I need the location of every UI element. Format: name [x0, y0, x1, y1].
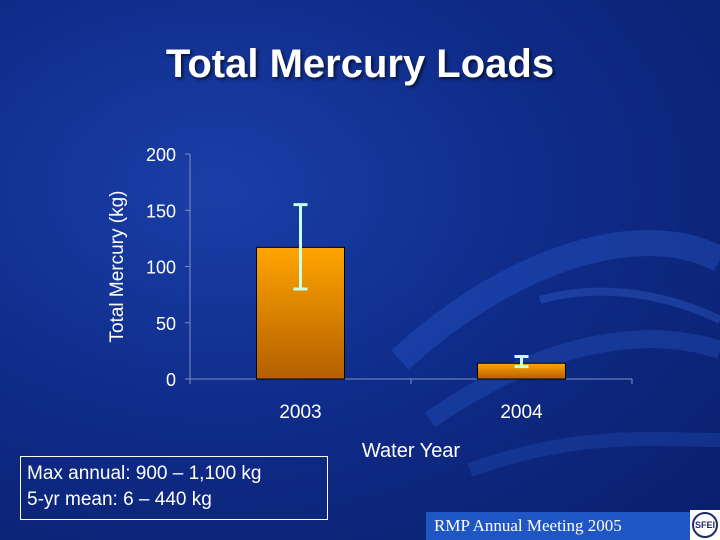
x-axis-title: Water Year [362, 440, 461, 462]
logo-text: SFEI [695, 520, 715, 530]
note-box: Max annual: 900 – 1,100 kg 5-yr mean: 6 … [20, 456, 328, 520]
sfei-logo-icon: SFEI [690, 510, 720, 540]
y-tick-label: 100 [146, 258, 176, 278]
x-tick-label-2004: 2004 [500, 402, 543, 423]
y-tick-label: 50 [156, 314, 176, 334]
x-tick-label-2003: 2003 [279, 402, 321, 423]
footer-meeting-banner: RMP Annual Meeting 2005 [426, 512, 690, 540]
y-axis-title: Total Mercury (kg) [107, 190, 128, 342]
note-5yr-mean: 5-yr mean: 6 – 440 kg [27, 489, 212, 510]
slide-title: Total Mercury Loads [165, 42, 555, 86]
y-tick-label: 150 [146, 201, 176, 221]
y-tick-label: 200 [146, 145, 176, 165]
note-max-annual: Max annual: 900 – 1,100 kg [27, 463, 262, 484]
y-tick-label: 0 [166, 370, 176, 390]
